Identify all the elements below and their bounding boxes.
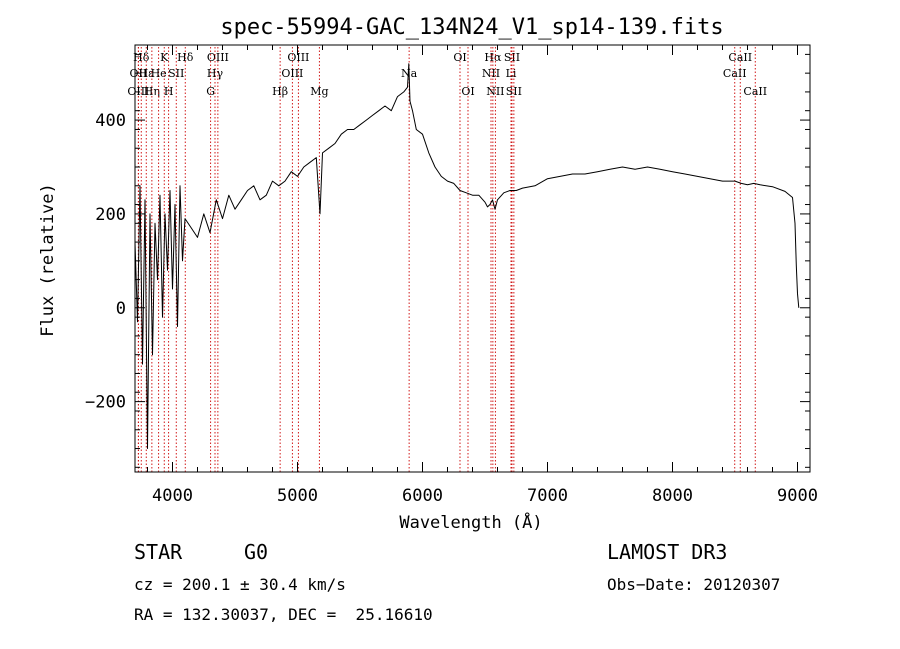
chart-title: spec-55994-GAC_134N24_V1_sp14-139.fits: [220, 15, 723, 40]
y-tick-label-3: 400: [95, 111, 126, 131]
marker-label-5: K: [160, 51, 169, 64]
y-tick-label-0: −200: [85, 393, 126, 413]
object-subclass: G0: [244, 540, 269, 564]
marker-label-24: NII: [486, 85, 504, 98]
marker-label-23: Li: [506, 67, 517, 80]
spectrum-series: [134, 63, 800, 449]
object-class: STAR: [134, 540, 183, 564]
y-tick-label-2: 200: [95, 205, 126, 225]
x-tick-label-1: 5000: [277, 486, 318, 506]
marker-label-22: NII: [482, 67, 500, 80]
redshift-readout: cz = 200.1 ± 30.4 km/s: [134, 575, 346, 594]
marker-label-13: OIII: [287, 51, 309, 64]
marker-label-6: He: [151, 67, 167, 80]
marker-label-3: Hε: [139, 67, 155, 80]
marker-label-14: OIII: [281, 67, 303, 80]
x-tick-label-0: 4000: [152, 486, 193, 506]
marker-label-9: Hδ: [177, 51, 194, 64]
x-tick-label-3: 7000: [527, 486, 568, 506]
x-tick-label-4: 8000: [652, 486, 693, 506]
marker-label-10: OIII: [207, 51, 229, 64]
spectrum-line-spectrum: [134, 63, 800, 449]
marker-label-19: OI: [461, 85, 474, 98]
marker-label-12: G: [206, 85, 215, 98]
survey-name: LAMOST DR3: [607, 540, 728, 564]
x-tick-label-2: 6000: [402, 486, 443, 506]
marker-label-20: Hα: [484, 51, 502, 64]
marker-label-8: H: [164, 85, 174, 98]
marker-label-27: CaII: [723, 67, 747, 80]
y-tick-label-1: 0: [116, 299, 126, 319]
marker-label-0: Hδ: [133, 51, 150, 64]
y-axis-label: Flux (relative): [38, 183, 58, 337]
x-tick-label-5: 9000: [777, 486, 818, 506]
obs-date: Obs−Date: 20120307: [607, 575, 781, 594]
y-tick-labels: −200 0 200 400: [85, 111, 126, 413]
marker-label-15: Hβ: [272, 85, 288, 98]
marker-label-26: CaII: [728, 51, 752, 64]
line-markers: HδOIIOIIIHεHηKHeSIIHHδOIIIHγGOIIIOIIIHβM…: [127, 47, 767, 472]
marker-label-16: Mg: [310, 85, 328, 98]
x-axis-label: Wavelength (Å): [399, 511, 542, 533]
plot-frame: [134, 44, 811, 473]
marker-label-11: Hγ: [207, 67, 224, 80]
marker-label-25: SII: [506, 85, 522, 98]
marker-label-18: OI: [453, 51, 466, 64]
marker-label-7: SII: [168, 67, 184, 80]
marker-label-28: CaII: [743, 85, 767, 98]
coordinates-readout: RA = 132.30037, DEC = 25.16610: [134, 605, 433, 624]
marker-label-4: Hη: [144, 85, 160, 98]
axis-ticks: [135, 45, 810, 472]
x-tick-labels: 4000 5000 6000 7000 8000 9000: [152, 486, 818, 506]
marker-label-21: SII: [504, 51, 520, 64]
